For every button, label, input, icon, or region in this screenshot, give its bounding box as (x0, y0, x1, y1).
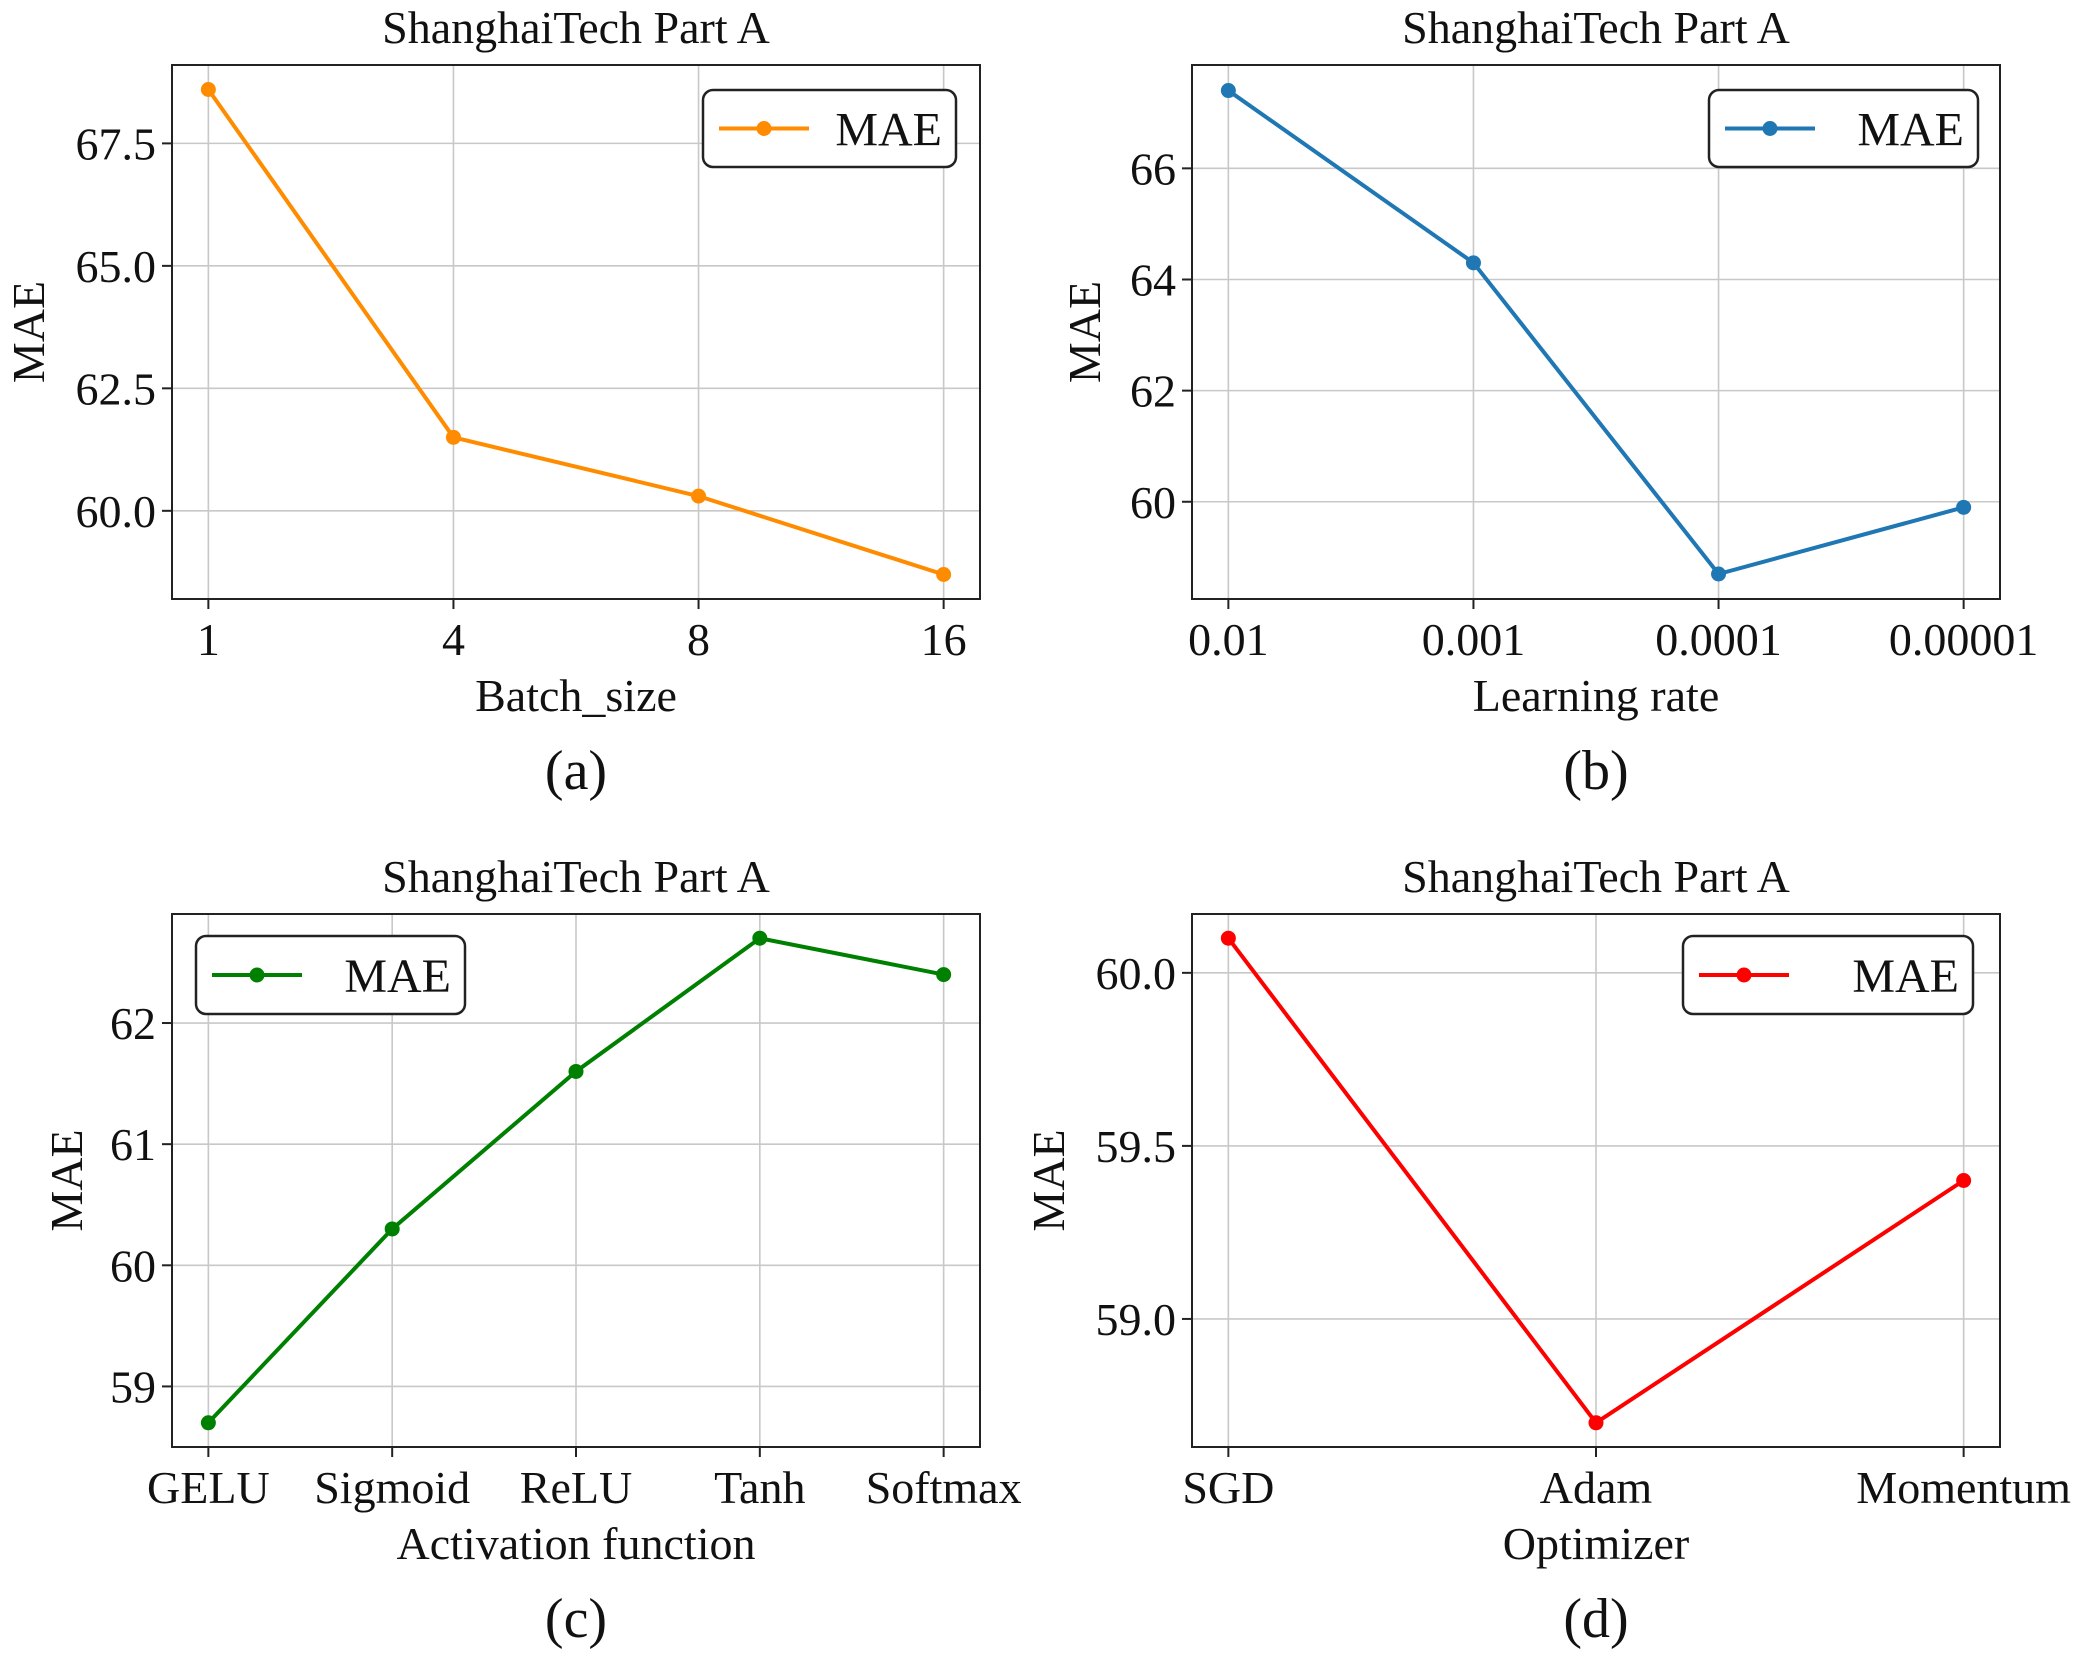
x-tick-label: Tanh (714, 1462, 805, 1513)
x-axis-label: Learning rate (1473, 670, 1719, 721)
x-tick-label: 4 (442, 614, 465, 665)
y-tick-label: 59 (110, 1361, 156, 1412)
legend-label: MAE (835, 104, 942, 157)
x-tick-label: Momentum (1856, 1462, 2071, 1513)
data-point (1588, 1415, 1604, 1431)
y-tick-label: 62 (110, 998, 156, 1049)
y-tick-label: 61 (110, 1119, 156, 1170)
x-tick-label: 0.00001 (1889, 614, 2039, 665)
y-tick-label: 59.0 (1096, 1294, 1177, 1345)
legend: MAE (1681, 934, 1975, 1016)
data-point (752, 930, 768, 946)
data-point (1956, 499, 1972, 515)
legend-label: MAE (344, 950, 451, 1003)
panel-label: (b) (1563, 740, 1628, 802)
panel-label: (a) (545, 740, 607, 802)
x-tick-label: Sigmoid (314, 1462, 470, 1513)
x-axis-label: Batch_size (475, 670, 677, 721)
panel-label: (c) (545, 1588, 607, 1650)
chart-title: ShanghaiTech Part A (1402, 851, 1790, 902)
series-line (1227, 88, 1965, 577)
x-tick-label: 0.01 (1188, 614, 1269, 665)
legend-label: MAE (1852, 950, 1959, 1003)
y-tick-label: 62 (1130, 366, 1176, 417)
x-tick-label: Adam (1540, 1462, 1653, 1513)
x-tick-label: 1 (197, 614, 220, 665)
subplot-b: 0.01 0.001 0.0001 0.00001 60 62 64 66 ShanghaiTe… (1059, 2, 2038, 802)
axes-frame (1191, 64, 2001, 600)
data-point (384, 1221, 400, 1237)
x-axis-label: Activation function (397, 1518, 756, 1569)
data-point (200, 81, 216, 97)
legend: MAE (701, 88, 958, 169)
x-tick-label: 16 (921, 614, 967, 665)
data-point (691, 488, 707, 504)
panel-label: (d) (1563, 1588, 1628, 1650)
x-tick-label: GELU (147, 1462, 270, 1513)
y-tick-label: 60 (1130, 477, 1176, 528)
data-point (1220, 83, 1236, 99)
chart-title: ShanghaiTech Part A (382, 2, 770, 53)
x-tick-label: ReLU (520, 1462, 632, 1513)
y-tick-label: 59.5 (1096, 1121, 1177, 1172)
y-tick-label: 60.0 (1096, 948, 1177, 999)
x-tick-label: Softmax (866, 1462, 1022, 1513)
legend-label: MAE (1857, 104, 1964, 157)
data-point (936, 967, 952, 983)
chart-title: ShanghaiTech Part A (382, 851, 770, 902)
x-axis-label: Optimizer (1503, 1518, 1690, 1569)
data-point (568, 1063, 584, 1079)
subplot-c: GELU Sigmoid ReLU Tanh Softmax 59 60 61 62 Shangh… (41, 851, 1022, 1650)
data-point (445, 429, 461, 445)
y-tick-label: 67.5 (76, 118, 157, 169)
y-tick-label: 62.5 (76, 363, 157, 414)
x-tick-label: 8 (687, 614, 710, 665)
axes-frame (171, 64, 981, 600)
data-point (936, 567, 952, 583)
x-tick-label: 0.0001 (1655, 614, 1782, 665)
y-axis-label: MAE (3, 281, 54, 383)
y-tick-label: 60 (110, 1240, 156, 1291)
data-point (1220, 930, 1236, 946)
data-point (1956, 1173, 1972, 1188)
legend-box (701, 88, 958, 169)
y-tick-label: 66 (1130, 143, 1176, 194)
legend: MAE (194, 934, 467, 1016)
data-point (200, 1415, 216, 1431)
legend: MAE (1707, 88, 1980, 169)
series-line (206, 88, 945, 577)
y-tick-label: 65.0 (76, 241, 157, 292)
legend-point-marker (1762, 121, 1778, 136)
data-point (1465, 255, 1481, 271)
data-point (1711, 566, 1727, 582)
legend-box (194, 934, 467, 1016)
y-axis-label: MAE (41, 1129, 92, 1231)
y-axis-label: MAE (1059, 281, 1110, 383)
legend-point-marker (249, 967, 265, 983)
subplot-d: SGD Adam Momentum 59.0 59.5 60.0 ShanghaiTech … (1023, 851, 2071, 1650)
y-tick-label: 64 (1130, 254, 1176, 305)
subplot-a: 1 4 8 16 60.0 62.5 65.0 67.5 ShanghaiTech Part A… (3, 2, 981, 802)
legend-point-marker (1736, 967, 1752, 983)
legend-point-marker (756, 121, 772, 136)
legend-box (1707, 88, 1980, 169)
chart-title: ShanghaiTech Part A (1402, 2, 1790, 53)
y-axis-label: MAE (1023, 1129, 1074, 1231)
x-tick-label: SGD (1182, 1462, 1274, 1513)
legend-box (1681, 934, 1975, 1016)
y-tick-label: 60.0 (76, 486, 157, 537)
x-tick-label: 0.001 (1422, 614, 1526, 665)
